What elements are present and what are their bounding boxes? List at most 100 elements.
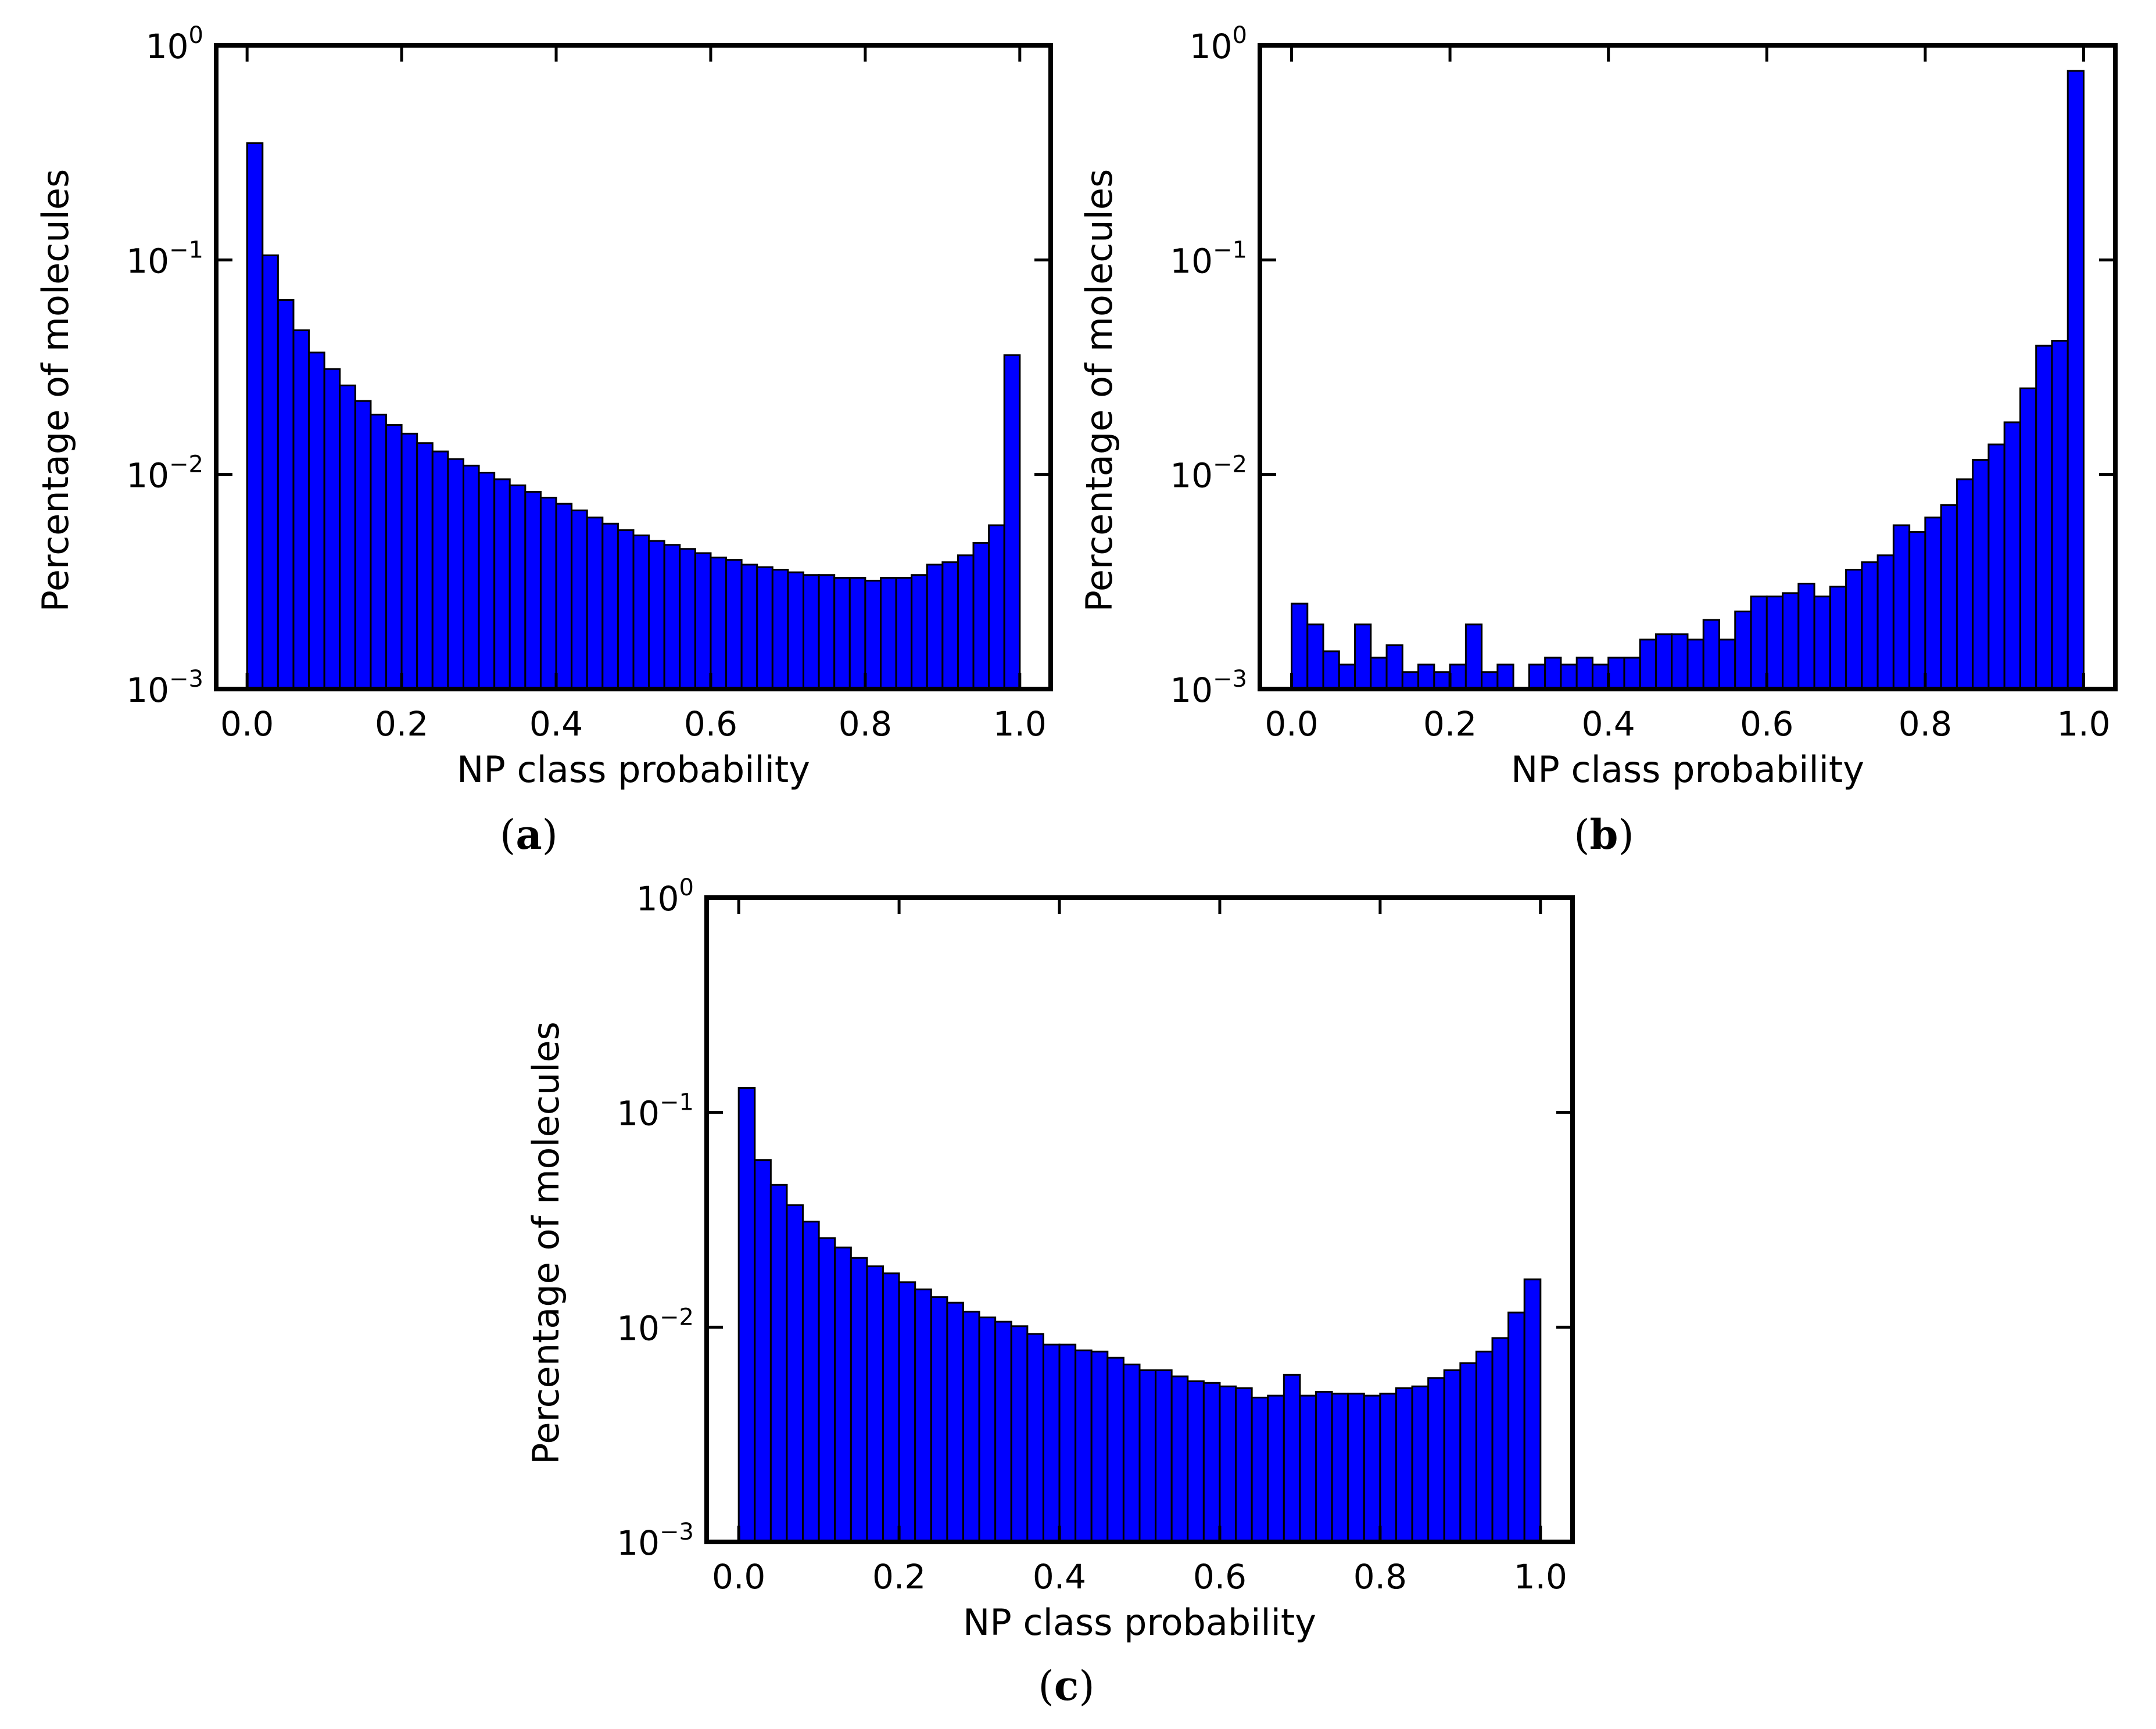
x-tick-label: 1.0	[993, 704, 1047, 744]
x-axis-label: NP class probability	[457, 748, 810, 791]
bar	[754, 1159, 772, 1543]
bars	[737, 1087, 1542, 1543]
bar	[882, 1272, 900, 1543]
bar	[1507, 1311, 1525, 1543]
bar	[648, 540, 665, 690]
bar	[1395, 1387, 1413, 1543]
bar	[539, 497, 557, 690]
x-axis-label: NP class probability	[963, 1601, 1316, 1644]
caption-a: (a)	[500, 810, 558, 859]
x-tick-label: 0.4	[529, 704, 583, 744]
x-tick-label: 0.8	[839, 704, 892, 744]
bar	[866, 1265, 884, 1543]
bar	[850, 1257, 868, 1543]
bar	[1797, 583, 1815, 690]
bar	[962, 1311, 980, 1543]
bar	[1003, 354, 1021, 690]
bar	[1370, 657, 1388, 690]
bar	[1876, 554, 1894, 690]
y-axis-label: Percentage of molecules	[34, 169, 77, 612]
bar	[1283, 1373, 1301, 1543]
bar	[1481, 671, 1499, 690]
bar	[818, 1237, 836, 1543]
bar	[1411, 1385, 1430, 1543]
x-tick-label: 0.0	[712, 1557, 765, 1597]
caption-b: (b)	[1574, 810, 1634, 859]
x-tick-label: 0.0	[1265, 704, 1318, 744]
bars	[1291, 70, 2085, 690]
bar	[1322, 650, 1340, 690]
bar	[786, 1204, 804, 1543]
bar	[1347, 1393, 1365, 1543]
bar	[1363, 1394, 1381, 1543]
bar	[1170, 1375, 1189, 1543]
bar	[737, 1087, 756, 1543]
bar	[1496, 663, 1514, 690]
x-tick-label: 0.6	[1740, 704, 1793, 744]
y-tick-label: 10−3	[126, 666, 203, 710]
bar	[1892, 524, 1911, 690]
bar	[1475, 1350, 1494, 1543]
bar	[1331, 1393, 1349, 1543]
x-tick-label: 0.4	[1033, 1557, 1086, 1597]
x-tick-label: 0.0	[220, 704, 274, 744]
bar	[1782, 592, 1800, 690]
bar	[1106, 1357, 1124, 1543]
bar	[524, 491, 542, 690]
y-axis-label: Percentage of molecules	[1078, 169, 1120, 612]
bar	[941, 561, 959, 690]
y-tick-label: 10−2	[1170, 451, 1247, 496]
bar	[1090, 1350, 1109, 1543]
bar	[802, 1221, 820, 1543]
bar	[1219, 1385, 1237, 1543]
x-tick-label: 0.6	[1193, 1557, 1247, 1597]
bar	[1491, 1337, 1510, 1543]
y-tick-label: 10−2	[126, 451, 203, 496]
bar	[1813, 596, 1831, 690]
bar	[1315, 1391, 1333, 1543]
y-tick-label: 10−3	[1170, 666, 1247, 710]
axes-frame	[704, 895, 1575, 1544]
bar	[1459, 1362, 1477, 1543]
x-tick-label: 0.2	[375, 704, 428, 744]
bar	[1385, 644, 1403, 690]
bar	[710, 557, 728, 690]
y-tick-label: 10−1	[1170, 236, 1247, 281]
bar	[1138, 1369, 1157, 1543]
x-tick-label: 0.2	[1423, 704, 1477, 744]
bar	[1401, 671, 1420, 690]
bar	[946, 1301, 964, 1543]
y-tick-label: 10−1	[617, 1089, 694, 1133]
caption-a-letter: a	[515, 810, 542, 859]
bar	[1654, 633, 1673, 690]
bar	[1187, 1380, 1205, 1543]
bar	[2067, 70, 2085, 690]
x-tick-label: 1.0	[2057, 704, 2110, 744]
bar	[586, 516, 604, 690]
bar	[1026, 1333, 1044, 1543]
bar	[1528, 663, 1546, 690]
y-tick-label: 100	[146, 22, 203, 66]
bar	[914, 1288, 932, 1543]
bar	[1075, 1349, 1093, 1543]
x-tick-label: 0.8	[1899, 704, 1952, 744]
bar	[1299, 1394, 1317, 1543]
y-tick-label: 10−1	[126, 236, 203, 281]
bars	[246, 142, 1021, 690]
y-tick-label: 100	[1190, 22, 1247, 66]
y-tick-label: 10−2	[617, 1304, 694, 1348]
bar	[1202, 1382, 1221, 1543]
bar	[1443, 1369, 1462, 1543]
x-axis-label: NP class probability	[1511, 748, 1864, 791]
caption-c: (c)	[1038, 1662, 1095, 1710]
axes-frame	[1258, 43, 2118, 691]
y-tick-label: 10−3	[617, 1519, 694, 1563]
axes-frame	[214, 43, 1053, 691]
bar	[1155, 1369, 1173, 1543]
bar	[769, 1183, 788, 1543]
x-tick-label: 0.8	[1353, 1557, 1407, 1597]
caption-c-letter: c	[1054, 1662, 1079, 1710]
